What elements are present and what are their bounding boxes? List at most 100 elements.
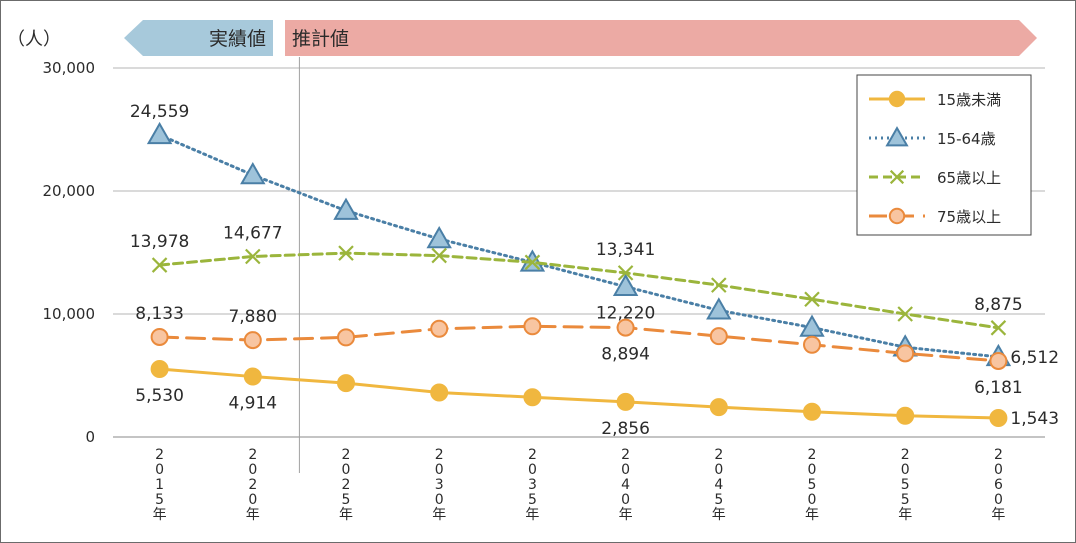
data-label: 14,677 bbox=[223, 223, 282, 243]
data-point bbox=[896, 406, 915, 425]
actual-period-label: 実績値 bbox=[209, 28, 266, 50]
data-point bbox=[706, 297, 732, 320]
y-tick-label: 30,000 bbox=[43, 59, 96, 77]
data-point bbox=[150, 359, 169, 378]
legend-box bbox=[856, 74, 1032, 236]
data-label: 5,530 bbox=[135, 386, 184, 406]
data-point bbox=[888, 90, 906, 108]
series bbox=[151, 245, 1007, 336]
series bbox=[150, 359, 1008, 428]
data-point bbox=[426, 225, 452, 249]
data-point bbox=[989, 351, 1008, 370]
legend-label: 15歳未満 bbox=[937, 91, 1001, 109]
data-point bbox=[804, 291, 820, 308]
data-point bbox=[151, 257, 168, 273]
data-point bbox=[146, 121, 173, 145]
data-point bbox=[240, 161, 266, 185]
data-label-layer: 5,530 4,914 2,856 1,543 24,559 12,220 6,512 13,… bbox=[130, 102, 1059, 439]
data-point-stroke bbox=[990, 320, 1007, 336]
projected-period-label: 推計値 bbox=[292, 28, 349, 50]
data-point bbox=[896, 344, 915, 363]
data-point bbox=[888, 207, 906, 225]
data-point bbox=[612, 273, 639, 296]
legend: 15歳未満 15-64歳 65歳以上 75歳以上 bbox=[856, 74, 1032, 236]
y-tick-label: 10,000 bbox=[43, 305, 96, 323]
series bbox=[150, 317, 1008, 370]
data-point bbox=[709, 327, 728, 346]
data-label: 4,914 bbox=[228, 394, 277, 414]
data-label: 1,543 bbox=[1010, 409, 1059, 429]
data-point bbox=[338, 245, 354, 261]
data-point bbox=[523, 317, 542, 336]
data-label: 8,875 bbox=[974, 295, 1023, 315]
data-point-stroke bbox=[617, 265, 634, 281]
data-label: 13,341 bbox=[596, 240, 655, 260]
data-label: 12,220 bbox=[596, 304, 655, 324]
data-label: 8,133 bbox=[135, 304, 184, 324]
data-point bbox=[431, 247, 447, 264]
data-point-stroke bbox=[431, 247, 447, 264]
data-label: 6,181 bbox=[974, 378, 1023, 398]
data-point-stroke bbox=[524, 254, 541, 271]
y-axis-unit: （人） bbox=[7, 29, 61, 50]
data-label: 13,978 bbox=[130, 232, 189, 252]
data-point bbox=[243, 367, 262, 386]
legend-label: 15-64歳 bbox=[937, 130, 996, 148]
data-point bbox=[524, 254, 541, 271]
data-point bbox=[889, 169, 905, 185]
data-label: 24,559 bbox=[130, 102, 189, 122]
series-line bbox=[158, 367, 1000, 420]
legend-item: 15-64歳 bbox=[869, 126, 996, 148]
legend-item: 15歳未満 bbox=[869, 90, 1001, 109]
data-label: 7,880 bbox=[228, 307, 277, 327]
data-point-stroke bbox=[711, 277, 727, 293]
data-point bbox=[803, 402, 821, 421]
legend-item: 65歳以上 bbox=[869, 169, 1001, 187]
legend-label: 65歳以上 bbox=[937, 169, 1001, 187]
data-point-stroke bbox=[151, 257, 168, 273]
data-label: 2,856 bbox=[601, 419, 650, 439]
data-point bbox=[150, 327, 169, 346]
period-banners: 実績値 推計値 bbox=[124, 20, 1037, 56]
data-point bbox=[616, 318, 635, 337]
data-point bbox=[430, 383, 449, 402]
data-label: 6,512 bbox=[1010, 348, 1059, 368]
data-point bbox=[337, 374, 355, 393]
data-point bbox=[711, 277, 727, 293]
data-point bbox=[803, 335, 821, 354]
data-point bbox=[337, 328, 355, 347]
series-line bbox=[158, 251, 1000, 330]
y-tick-label: 20,000 bbox=[43, 182, 96, 200]
data-point bbox=[523, 388, 542, 407]
data-point bbox=[333, 197, 359, 220]
data-point bbox=[617, 265, 634, 281]
y-tick-label: 0 bbox=[85, 428, 95, 446]
data-point bbox=[430, 319, 449, 338]
data-point bbox=[616, 392, 635, 411]
data-point-stroke bbox=[338, 245, 354, 261]
data-point-stroke bbox=[245, 248, 261, 265]
projected-period-banner bbox=[285, 20, 1037, 56]
legend-item: 75歳以上 bbox=[869, 207, 1001, 226]
series-layer bbox=[146, 121, 1012, 428]
data-point bbox=[989, 409, 1008, 428]
data-point bbox=[243, 331, 262, 350]
series-line bbox=[158, 324, 1000, 363]
data-point bbox=[990, 320, 1007, 336]
data-point-stroke bbox=[804, 291, 820, 308]
data-point-stroke bbox=[889, 169, 905, 185]
axis-layer: 0 10,000 20,000 30,000 2 0 1 5 年 2 0 2 0 年 2 0 2 5 年 2 0 3 0 年 2… bbox=[43, 57, 1045, 523]
data-point bbox=[885, 126, 909, 147]
